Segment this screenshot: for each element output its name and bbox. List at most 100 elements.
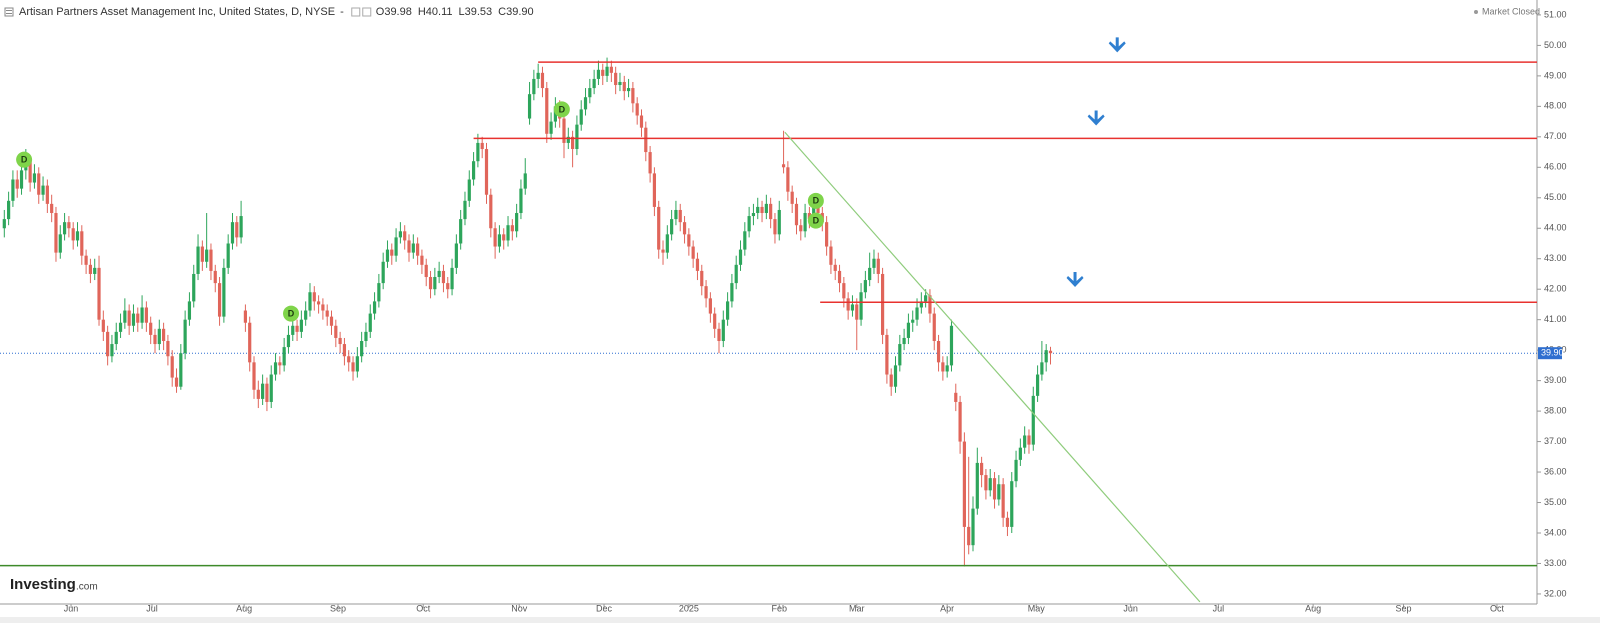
candle-body (704, 286, 708, 299)
candle-body (355, 356, 359, 372)
event-marker[interactable] (553, 101, 570, 118)
candle-body (614, 72, 618, 86)
last-price-box (1538, 347, 1562, 360)
toggle-icon[interactable] (351, 7, 361, 17)
y-tick-label: 41.00 (1544, 314, 1567, 324)
candle-body (1040, 362, 1044, 375)
candle-body (502, 234, 506, 241)
menu-icon[interactable] (4, 7, 14, 17)
y-tick-label: 44.00 (1544, 223, 1567, 233)
candle-body (170, 356, 174, 378)
candle-body (889, 374, 893, 387)
candle-body (605, 66, 609, 76)
candle-body (123, 310, 127, 323)
candle-body (777, 209, 781, 235)
candle-body (756, 206, 760, 214)
candle-body (428, 277, 433, 290)
candle-body (523, 173, 527, 189)
event-marker[interactable] (16, 151, 33, 168)
candle-body (446, 283, 450, 290)
x-tick-label: Jun (64, 603, 79, 613)
candle-body (80, 231, 84, 256)
candle-body (833, 264, 837, 271)
y-tick-label: 37.00 (1544, 436, 1567, 446)
candle-body (829, 246, 833, 265)
y-tick-label: 35.00 (1544, 497, 1567, 507)
candle-body (114, 331, 118, 345)
candle-body (407, 240, 411, 253)
y-tick-label: 34.00 (1544, 527, 1567, 537)
candle-body (700, 270, 704, 287)
candle-body (911, 319, 915, 323)
x-tick-label: May (1028, 603, 1046, 613)
candle-body (631, 88, 635, 104)
candle-body (510, 225, 514, 232)
candle-body (67, 222, 71, 229)
y-tick-label: 45.00 (1544, 192, 1567, 202)
candle-body (239, 216, 243, 238)
y-tick-label: 36.00 (1544, 466, 1567, 476)
candle-body (54, 213, 58, 253)
candle-body (11, 179, 15, 201)
candle-body (316, 301, 321, 305)
candle-body (665, 234, 669, 253)
candle-body (463, 200, 467, 220)
event-marker[interactable] (807, 212, 824, 229)
candle-body (372, 301, 377, 314)
candle-body (915, 307, 919, 320)
title-separator: - (340, 6, 344, 18)
candle-body (476, 142, 480, 162)
candle-body (687, 234, 691, 247)
candle-body (626, 88, 631, 92)
candle-body (781, 164, 786, 168)
candle-body (1014, 459, 1018, 482)
candle-body (1005, 517, 1010, 527)
candle-body (347, 356, 351, 363)
candle-body (88, 264, 93, 274)
candle-body (863, 280, 867, 293)
candle-body (794, 203, 799, 226)
candle-body (618, 81, 622, 86)
candle-body (282, 347, 286, 366)
candle-body (540, 72, 545, 89)
event-marker[interactable] (283, 305, 300, 322)
x-tick-label: Jul (1213, 603, 1225, 613)
candle-body (273, 362, 278, 375)
candle-body (420, 255, 424, 265)
candle-body (385, 249, 390, 262)
candle-body (19, 170, 24, 189)
y-tick-label: 46.00 (1544, 162, 1567, 172)
candle-body (286, 334, 291, 348)
toggle-icon[interactable] (362, 7, 372, 17)
candle-body (644, 127, 648, 153)
candle-body (183, 319, 187, 354)
y-tick-label: 39.00 (1544, 375, 1567, 385)
event-marker[interactable] (807, 192, 824, 209)
candle-body (842, 283, 846, 299)
scrollbar[interactable] (0, 617, 1600, 623)
candle-body (837, 270, 842, 284)
candle-body (868, 267, 872, 281)
candle-body (459, 219, 463, 244)
candle-body (949, 325, 954, 366)
candle-body (769, 203, 773, 220)
ohlc-value: L39.53 (459, 6, 493, 18)
candle-body (975, 462, 979, 509)
candle-body (695, 258, 700, 271)
candle-body (200, 246, 204, 262)
candle-body (248, 322, 252, 363)
candle-body (299, 319, 303, 332)
candle-body (1044, 350, 1048, 363)
candle-body (433, 277, 437, 290)
candle-body (213, 270, 217, 284)
status-dot (1474, 10, 1478, 14)
trend-line (784, 131, 1201, 603)
candle-body (545, 88, 549, 134)
candle-body (71, 228, 75, 241)
x-tick-label: Sep (1396, 603, 1412, 613)
candle-body (980, 462, 984, 476)
candle-body (885, 334, 889, 375)
candle-body (217, 283, 222, 317)
candle-body (252, 362, 256, 390)
candle-body (622, 81, 626, 92)
